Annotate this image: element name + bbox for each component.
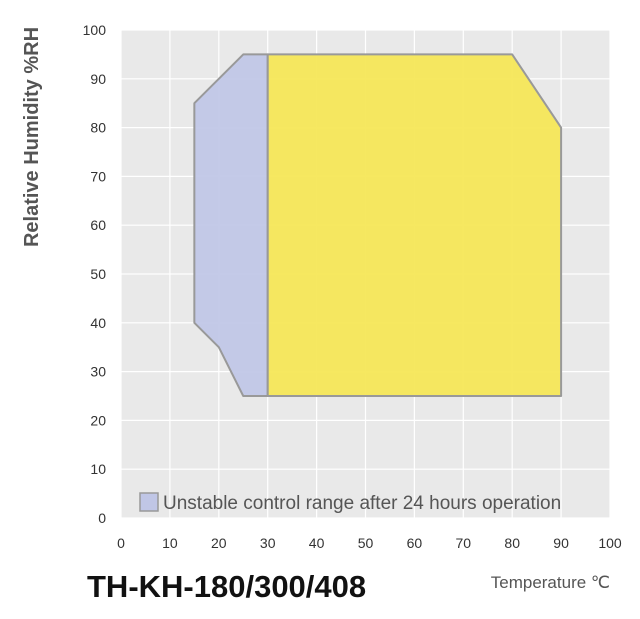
x-tick-label: 60: [407, 535, 423, 551]
x-tick-labels: 0 10 20 30 40 50 60 70 80 90 100: [117, 535, 622, 551]
x-tick-label: 10: [162, 535, 178, 551]
y-tick-label: 10: [90, 461, 106, 477]
y-tick-label: 50: [90, 266, 106, 282]
y-axis-title: Relative Humidity %RH: [21, 27, 43, 247]
x-tick-label: 20: [211, 535, 227, 551]
y-tick-label: 0: [98, 510, 106, 526]
chart-title: TH-KH-180/300/408: [87, 569, 366, 604]
x-axis-title: Temperature ℃: [491, 573, 610, 592]
control-range-area: [268, 54, 561, 396]
x-tick-label: 30: [260, 535, 276, 551]
x-tick-label: 70: [456, 535, 472, 551]
y-tick-label: 30: [90, 364, 106, 380]
y-tick-label: 60: [90, 217, 106, 233]
legend-label: Unstable control range after 24 hours op…: [163, 493, 561, 514]
x-tick-label: 0: [117, 535, 125, 551]
x-tick-label: 100: [598, 535, 622, 551]
data-areas: [194, 54, 561, 396]
y-tick-label: 100: [83, 22, 107, 38]
x-tick-label: 90: [553, 535, 569, 551]
x-tick-label: 40: [309, 535, 325, 551]
y-tick-label: 40: [90, 315, 106, 331]
y-tick-label: 20: [90, 412, 106, 428]
x-tick-label: 50: [358, 535, 374, 551]
y-tick-label: 70: [90, 168, 106, 184]
legend: Unstable control range after 24 hours op…: [140, 493, 561, 514]
y-tick-labels: 0 10 20 30 40 50 60 70 80 90 100: [83, 22, 107, 526]
y-tick-label: 80: [90, 120, 106, 136]
legend-swatch: [140, 493, 158, 511]
y-tick-label: 90: [90, 71, 106, 87]
x-tick-label: 80: [504, 535, 520, 551]
